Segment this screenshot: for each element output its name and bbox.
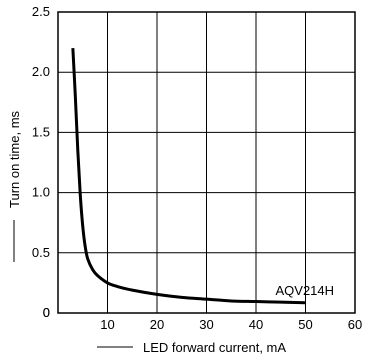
- y-tick-labels: 0 0.5 1.0 1.5 2.0 2.5: [32, 4, 50, 320]
- grid: [58, 12, 355, 313]
- plot-frame: [57, 11, 356, 314]
- series-annotation: AQV214H: [276, 283, 335, 298]
- y-tick-label: 0.5: [32, 245, 50, 260]
- series-line-aqv214h: [71, 48, 306, 305]
- x-tick-label: 40: [249, 317, 263, 332]
- x-tick-label: 50: [298, 317, 312, 332]
- y-tick-label: 1.0: [32, 185, 50, 200]
- y-tick-label: 1.5: [32, 124, 50, 139]
- y-tick-label: 2.0: [32, 64, 50, 79]
- x-tick-label: 20: [150, 317, 164, 332]
- x-tick-label: 30: [199, 317, 213, 332]
- y-tick-label: 2.5: [32, 4, 50, 19]
- y-axis-title-group: Turn on time, ms: [7, 110, 22, 262]
- x-axis-label: LED forward current, mA: [143, 340, 286, 355]
- origin-tick-label: 0: [43, 305, 50, 320]
- y-axis-label: Turn on time, ms: [7, 110, 22, 208]
- y-tick-label: 0: [43, 305, 50, 320]
- x-tick-labels: 10 20 30 40 50 60: [100, 317, 362, 332]
- x-axis-title-group: LED forward current, mA: [97, 340, 286, 355]
- x-tick-label: 10: [100, 317, 114, 332]
- x-tick-label: 60: [348, 317, 362, 332]
